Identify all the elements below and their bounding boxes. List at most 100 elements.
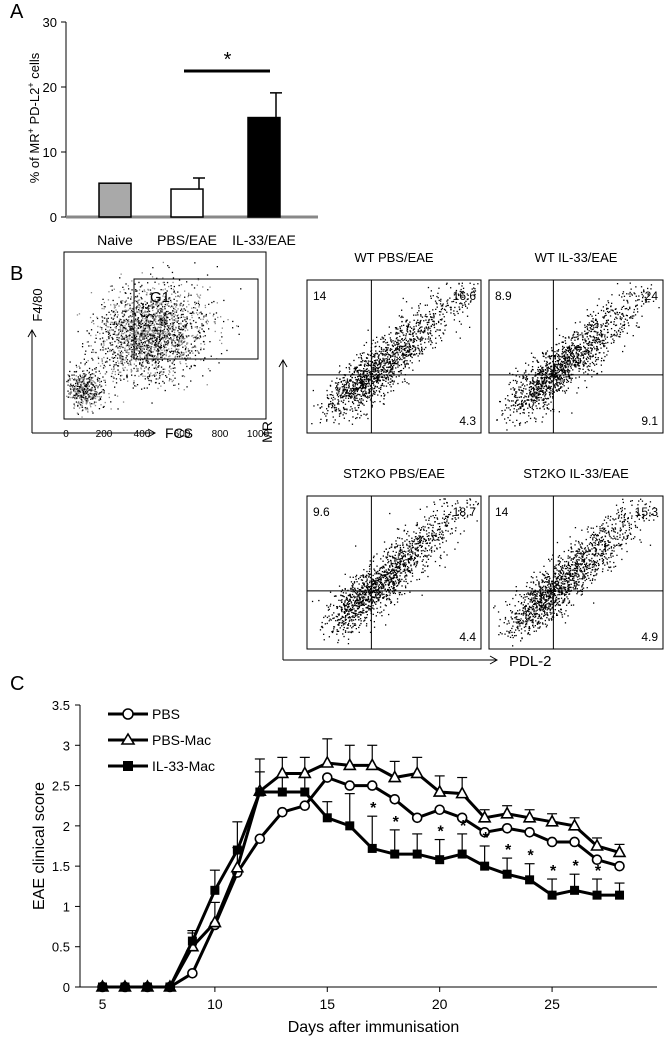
gate-plot-dot (85, 361, 88, 363)
gate-plot-dot (140, 327, 142, 329)
quad-plot-dot (405, 320, 407, 323)
gate-plot-dot (118, 319, 121, 321)
gate-plot-dot (182, 304, 185, 306)
gate-plot-dot (152, 336, 154, 338)
quad-plot-dot (389, 348, 392, 350)
quad-plot-dot (597, 338, 600, 340)
quad-plot-dot (377, 394, 379, 396)
quad-plot-dot (370, 373, 372, 375)
gate-plot-dot (99, 384, 101, 386)
gate-plot-dot (90, 393, 92, 395)
quad-plot-dot (440, 337, 442, 339)
quad-plot-dot (595, 318, 597, 321)
gate-plot-dot (113, 307, 116, 309)
quad-plot-dot (375, 376, 378, 378)
gate-plot-dot (119, 318, 121, 320)
gate-plot-dot (77, 413, 79, 415)
quad-plot-dot (546, 360, 548, 363)
quad-plot-dot (445, 324, 447, 326)
quad-plot-dot (407, 363, 409, 365)
gate-plot-dot (100, 396, 102, 398)
quad-plot-dot (385, 380, 387, 382)
gate-plot-dot (127, 344, 129, 347)
quad-plot-dot (361, 352, 364, 354)
gate-plot-dot (159, 348, 162, 350)
gate-plot-dot (148, 353, 150, 355)
quad-plot-dot (427, 286, 430, 289)
quad-plot-dot (364, 365, 366, 367)
quad-plot-dot (435, 308, 437, 310)
gate-plot-dot (141, 315, 143, 317)
gate-plot-dot (177, 295, 179, 297)
quad-plot-dot (358, 387, 360, 390)
quad-plot-dot (363, 370, 365, 372)
quad-plot-dot (600, 326, 602, 328)
gate-plot-dot (83, 370, 85, 372)
quad-plot-dot (389, 356, 392, 358)
quad-plot-dot (414, 354, 416, 356)
gate-plot-dot (122, 315, 124, 318)
gate-plot-dot (77, 404, 79, 407)
quad-plot-dot (560, 386, 562, 388)
quad-plot-dot (389, 362, 391, 364)
gate-plot-dot (113, 377, 115, 379)
quad-plot-dot (374, 353, 377, 355)
quad-plot-dot (319, 422, 321, 424)
quad-plot-dot (391, 379, 393, 382)
gate-plot-dot (146, 356, 148, 358)
quad-plot-dot (603, 345, 605, 348)
quad-plot-dot (577, 332, 579, 334)
quad-plot-dot (409, 321, 411, 323)
quad-plot-dot (417, 329, 419, 331)
quad-plot-dot (558, 359, 560, 362)
gate-plot-dot (187, 342, 189, 344)
quad-plot-dot (525, 378, 527, 380)
gate-plot-dot (134, 334, 137, 336)
quad-plot-dot (396, 351, 398, 353)
gate-plot-dot (126, 351, 128, 353)
quad-plot-dot (599, 340, 601, 342)
quad-plot-dot (396, 341, 398, 344)
gate-plot-dot (139, 350, 141, 352)
gate-plot-dot (149, 354, 151, 356)
quad-plot-dot (376, 378, 378, 380)
gate-plot-dot (126, 375, 128, 377)
quad-plot-dot (400, 346, 403, 348)
gate-plot-dot (101, 320, 104, 322)
gate-plot-dot (138, 281, 140, 284)
gate-plot-dot (151, 355, 154, 358)
quad-plot-dot (552, 388, 554, 390)
quad-plot-dot (629, 291, 631, 294)
gate-plot-dot (79, 391, 82, 393)
gate-plot-dot (141, 312, 144, 315)
gate-plot-dot (94, 388, 96, 390)
quad-plot-dot (354, 409, 357, 411)
gate-plot-dot (126, 361, 128, 363)
quad-plot-dot (419, 332, 421, 334)
quad-plot-dot (412, 333, 414, 335)
quad-plot-dot (595, 319, 598, 321)
quad-plot-dot (537, 366, 540, 368)
gate-plot-dot (156, 304, 158, 306)
quad-plot-dot (414, 346, 416, 348)
gate-plot-dot (119, 356, 121, 358)
quad-plot-dot (403, 357, 405, 359)
gate-plot-dot (138, 309, 140, 311)
gate-plot-dot (138, 338, 140, 340)
gate-plot-dot (128, 336, 131, 338)
gate-plot-dot (148, 322, 151, 325)
quad-plot-dot (368, 382, 370, 384)
gate-plot-dot (88, 379, 91, 381)
gate-plot-dot (159, 317, 161, 319)
quad-plot-dot (371, 376, 373, 378)
gate-plot-dot (78, 403, 81, 405)
gate-plot-dot (147, 330, 150, 332)
quad-plot-dot (427, 332, 429, 334)
gate-plot-dot (78, 386, 80, 388)
gate-plot-dot (105, 348, 107, 350)
gate-plot-dot (155, 329, 157, 331)
gate-plot-dot (125, 340, 127, 342)
gate-plot-dot (143, 351, 145, 354)
gate-plot-dot (73, 379, 75, 381)
quad-plot-dot (421, 331, 424, 333)
